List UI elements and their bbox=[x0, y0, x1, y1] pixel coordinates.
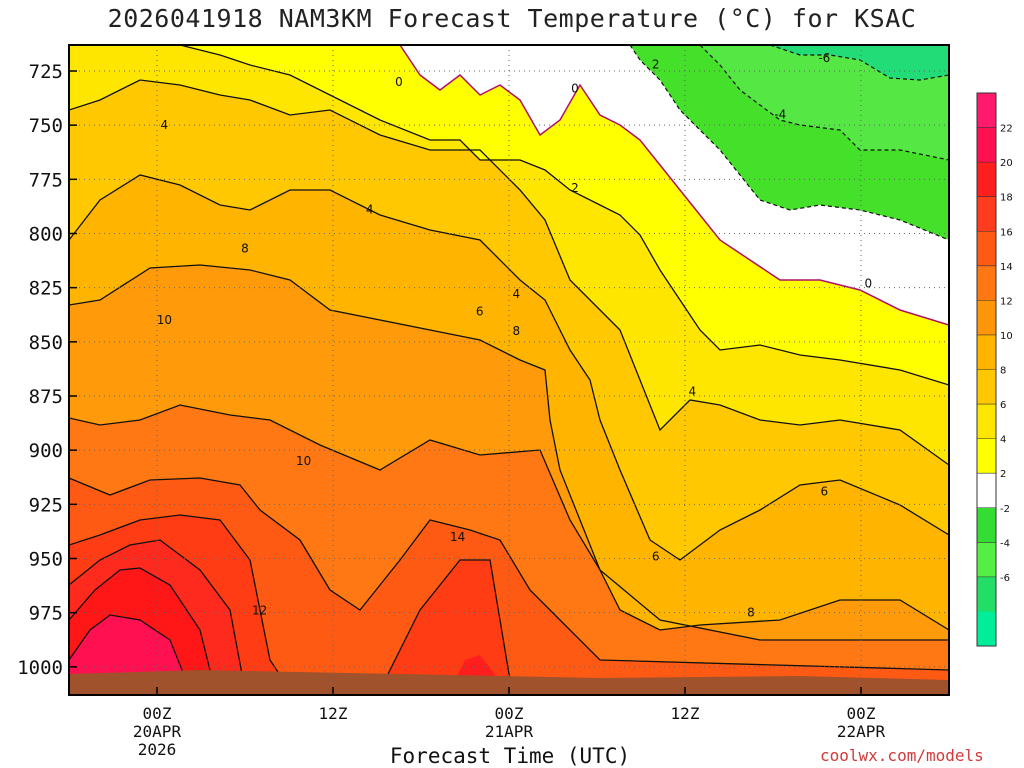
contour-line-neg6 bbox=[769, 45, 949, 81]
colorbar-label: -2 bbox=[1000, 504, 1010, 515]
contour-line-12 bbox=[69, 477, 949, 671]
y-tick-label: 875 bbox=[29, 386, 63, 408]
colorbar-label: 18 bbox=[1000, 193, 1013, 204]
x-tick-label: 2026 bbox=[138, 740, 177, 759]
colorbar-label: 14 bbox=[1000, 262, 1013, 273]
y-tick-label: 775 bbox=[29, 169, 63, 191]
colorbar-label: 12 bbox=[1000, 296, 1013, 307]
y-tick-label: 925 bbox=[29, 494, 63, 516]
colorbar-label: -6 bbox=[1000, 573, 1010, 584]
credit-link[interactable]: coolwx.com/models bbox=[820, 746, 984, 765]
y-tick-label: 750 bbox=[29, 115, 63, 137]
contour-labels: 0 0 2 -6 4 -4 2 4 8 4 6 10 8 4 10 6 14 6 12 8 0 bbox=[157, 51, 872, 620]
contour-label: 4 bbox=[366, 203, 374, 217]
contour-label: 6 bbox=[652, 549, 660, 563]
contour-line-8 bbox=[69, 264, 949, 631]
colorbar-swatch bbox=[977, 369, 996, 405]
colorbar-swatch bbox=[977, 231, 996, 267]
colorbar-label: 8 bbox=[1000, 366, 1006, 377]
contour-line-14 bbox=[69, 514, 291, 691]
contour-label: 0 bbox=[571, 81, 579, 95]
contour-label: 0 bbox=[865, 276, 873, 290]
colorbar: 22 20 18 16 14 12 10 8 6 4 2 -2 -4 -6 bbox=[976, 92, 1013, 647]
colorbar-label: 10 bbox=[1000, 331, 1013, 342]
colorbar-swatch bbox=[977, 162, 996, 198]
contour-line-neg2 bbox=[629, 45, 949, 241]
contour-line-14b bbox=[379, 559, 511, 691]
chart-title: 2026041918 NAM3KM Forecast Temperature (… bbox=[107, 4, 917, 33]
contour-label: 14 bbox=[450, 530, 465, 544]
contour-label: -6 bbox=[818, 51, 830, 65]
colorbar-swatch bbox=[977, 93, 996, 129]
contour-label: 6 bbox=[821, 484, 829, 498]
contour-label: 4 bbox=[161, 118, 169, 132]
contour-line-2 bbox=[179, 45, 949, 386]
contour-label: -4 bbox=[774, 107, 786, 121]
x-tick-label: 20APR bbox=[133, 722, 182, 741]
contour-line-0 bbox=[399, 45, 949, 326]
colorbar-swatch bbox=[977, 542, 996, 578]
y-tick-label: 850 bbox=[29, 332, 63, 354]
ground-surface bbox=[69, 670, 949, 695]
y-tick-label: 825 bbox=[29, 278, 63, 300]
colorbar-swatch bbox=[977, 576, 996, 612]
colorbar-label: 22 bbox=[1000, 124, 1013, 135]
colorbar-swatch bbox=[977, 127, 996, 163]
colorbar-swatch bbox=[977, 196, 996, 232]
colorbar-label: 4 bbox=[1000, 435, 1006, 446]
contour-line-6 bbox=[69, 174, 949, 561]
contour-label: 10 bbox=[296, 454, 311, 468]
x-tick-label: 12Z bbox=[671, 704, 700, 723]
y-tick-label: 950 bbox=[29, 549, 63, 571]
contour-line-20 bbox=[69, 614, 191, 691]
colorbar-swatch bbox=[977, 507, 996, 543]
contour-label: 2 bbox=[571, 181, 579, 195]
colorbar-swatch bbox=[977, 265, 996, 301]
colorbar-swatch bbox=[977, 300, 996, 336]
contour-label: 6 bbox=[476, 305, 484, 319]
contour-label: 8 bbox=[513, 324, 521, 338]
contour-label: 4 bbox=[689, 385, 697, 399]
contour-line-4 bbox=[69, 79, 949, 466]
contour-label: 12 bbox=[252, 604, 267, 618]
y-tick-label: 1000 bbox=[17, 657, 63, 679]
contour-label: 8 bbox=[747, 606, 755, 620]
x-tick-label: 12Z bbox=[319, 704, 348, 723]
x-tick-label: 00Z bbox=[143, 704, 172, 723]
colorbar-label: -4 bbox=[1000, 538, 1010, 549]
contour-line-10 bbox=[69, 404, 949, 641]
y-tick-label: 975 bbox=[29, 603, 63, 625]
contour-label: 4 bbox=[513, 287, 521, 301]
colorbar-swatch bbox=[977, 404, 996, 440]
x-axis-label: Forecast Time (UTC) bbox=[389, 744, 631, 768]
contour-label: 8 bbox=[241, 242, 249, 256]
colorbar-swatch bbox=[977, 438, 996, 474]
contour-line-16 bbox=[69, 539, 246, 691]
y-tick-label: 900 bbox=[29, 440, 63, 462]
x-tick-label: 21APR bbox=[485, 722, 534, 741]
x-tick-label: 00Z bbox=[495, 704, 524, 723]
colorbar-label: 2 bbox=[1000, 469, 1006, 480]
colorbar-swatch bbox=[977, 334, 996, 370]
colorbar-label: 6 bbox=[1000, 400, 1006, 411]
x-tick-label: 00Z bbox=[847, 704, 876, 723]
y-tick-label: 800 bbox=[29, 224, 63, 246]
contour-line-neg4 bbox=[699, 45, 949, 161]
grid-lines bbox=[69, 45, 949, 695]
y-tick-label: 725 bbox=[29, 61, 63, 83]
contour-label: 2 bbox=[652, 58, 660, 72]
colorbar-label: 16 bbox=[1000, 227, 1013, 238]
contour-label: 0 bbox=[395, 75, 403, 89]
y-axis: 725 750 775 800 825 850 875 900 925 950 975 1000 bbox=[17, 61, 77, 679]
contour-line-18 bbox=[69, 567, 216, 691]
colorbar-swatch bbox=[977, 611, 996, 647]
contour-label: 10 bbox=[157, 313, 172, 327]
x-tick-label: 22APR bbox=[837, 722, 886, 741]
colorbar-label: 20 bbox=[1000, 158, 1013, 169]
colorbar-swatch bbox=[977, 473, 996, 509]
